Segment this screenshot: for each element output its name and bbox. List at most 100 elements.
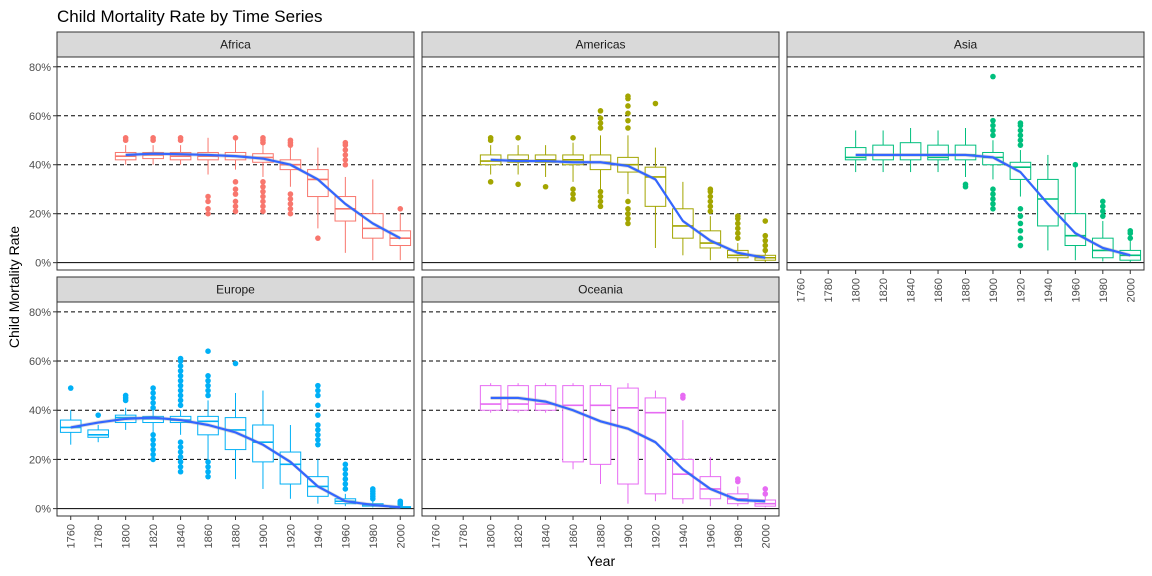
x-tick-label: 1760	[431, 524, 443, 548]
outlier-point	[315, 412, 321, 418]
outlier-point	[1072, 161, 1079, 168]
facet-oceania: Oceania 1760 1780 1800 1820 1840 1860 1880 1900 1…	[421, 276, 780, 548]
box-1880	[589, 108, 612, 210]
panel-border	[421, 56, 780, 271]
box-1800	[114, 134, 137, 165]
box-1760	[59, 385, 82, 445]
outlier-point	[342, 466, 349, 473]
box-iqr	[562, 385, 584, 463]
outlier-point	[1017, 132, 1024, 139]
facet-strip-label: Americas	[575, 38, 625, 52]
box-1940	[307, 147, 329, 241]
y-tick-label: 60%	[29, 356, 51, 368]
outlier-point	[962, 181, 969, 188]
outlier-point	[487, 179, 494, 185]
outlier-point	[1017, 120, 1024, 126]
box-iqr	[252, 424, 274, 463]
outlier-point	[1017, 242, 1024, 249]
x-tick-label: 1920	[285, 524, 297, 548]
outlier-point	[205, 468, 211, 475]
y-tick-label: 40%	[29, 160, 51, 172]
outlier-point	[205, 387, 211, 394]
outlier-point	[260, 203, 266, 210]
x-tick-label: 1840	[176, 524, 188, 548]
outlier-point	[122, 392, 129, 399]
outlier-point	[232, 360, 239, 367]
outlier-point	[397, 498, 404, 505]
outlier-point	[990, 201, 996, 207]
outlier-point	[990, 191, 996, 197]
box-1840	[534, 383, 557, 413]
box-1920	[644, 390, 667, 502]
outlier-point	[625, 220, 631, 227]
x-tick-label: 1780	[823, 278, 835, 302]
outlier-point	[150, 390, 156, 396]
outlier-point	[205, 382, 211, 389]
x-tick-label: 1780	[93, 524, 105, 548]
outlier-point	[287, 201, 294, 207]
box-1980	[727, 476, 749, 507]
box-1880	[954, 128, 977, 190]
outlier-point	[287, 137, 294, 144]
outlier-point	[342, 486, 349, 492]
outlier-point	[1017, 213, 1024, 219]
outlier-point	[735, 220, 741, 227]
box-1960	[334, 139, 357, 253]
outlier-point	[735, 213, 741, 219]
outlier-point	[177, 372, 184, 379]
outlier-point	[990, 205, 996, 212]
box-1820	[872, 130, 894, 173]
outlier-point	[205, 198, 211, 205]
outlier-point	[177, 134, 184, 141]
outlier-point	[177, 368, 184, 374]
trend-line	[490, 158, 766, 259]
outlier-point	[762, 232, 769, 239]
box-iqr	[534, 154, 557, 163]
y-tick-label: 20%	[29, 454, 51, 466]
outlier-point	[597, 198, 604, 205]
x-tick-label: 1820	[513, 524, 525, 548]
outlier-point	[177, 397, 184, 404]
outlier-point	[287, 191, 294, 197]
outlier-point	[570, 186, 576, 193]
facet-strip	[786, 31, 1145, 58]
outlier-point	[652, 100, 659, 107]
outlier-point	[95, 412, 101, 418]
y-tick-label: 60%	[29, 111, 51, 123]
box-1860	[562, 383, 584, 470]
outlier-point	[597, 188, 604, 195]
outlier-point	[122, 134, 129, 141]
outlier-point	[990, 186, 996, 193]
facet-strip	[56, 276, 415, 303]
outlier-point	[260, 134, 266, 141]
box-1840	[899, 128, 922, 173]
outlier-point	[287, 210, 294, 217]
facet-africa: Africa 0% 20% 40% 60% 80%	[29, 31, 415, 271]
facet-strip	[56, 31, 415, 58]
outlier-point	[205, 392, 211, 399]
chart-title: Child Mortality Rate by Time Series	[57, 7, 322, 26]
outlier-point	[1017, 142, 1024, 148]
box-1900	[252, 390, 274, 489]
trend-line	[490, 396, 766, 503]
facet-strip	[421, 276, 780, 303]
outlier-point	[342, 471, 349, 477]
outlier-point	[625, 215, 631, 222]
outlier-point	[625, 210, 631, 217]
x-tick-label: 1820	[878, 278, 890, 302]
box-iqr	[672, 458, 694, 500]
outlier-point	[1017, 127, 1024, 134]
box-1940	[672, 392, 694, 504]
outlier-point	[287, 205, 294, 212]
outlier-point	[762, 486, 769, 492]
outlier-point	[597, 115, 604, 122]
outlier-point	[232, 134, 239, 141]
trend-line	[70, 416, 401, 509]
outlier-point	[315, 422, 321, 428]
outlier-point	[735, 235, 741, 241]
x-tick-label: 1840	[541, 524, 553, 548]
box-1900	[617, 383, 639, 504]
box-1820	[142, 385, 164, 463]
outlier-point	[205, 377, 211, 384]
outlier-point	[570, 134, 576, 141]
